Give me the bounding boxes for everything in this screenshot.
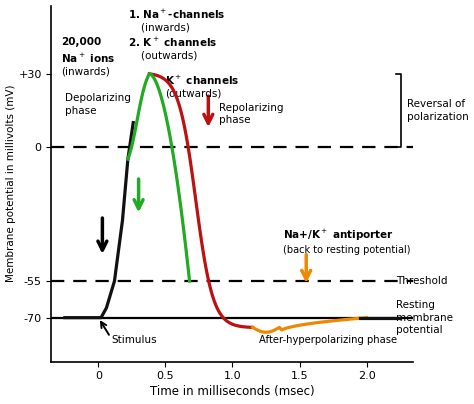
Text: (outwards): (outwards): [165, 88, 222, 99]
Text: 1. Na$^+$-channels: 1. Na$^+$-channels: [128, 8, 226, 21]
Y-axis label: Membrane potential in millivolts (mV): Membrane potential in millivolts (mV): [6, 85, 16, 282]
Text: K$^+$ channels: K$^+$ channels: [165, 74, 240, 87]
Text: Na$^+$ ions: Na$^+$ ions: [61, 52, 115, 65]
Text: (outwards): (outwards): [128, 50, 197, 61]
Text: Resting
membrane
potential: Resting membrane potential: [396, 300, 453, 335]
Text: Threshold: Threshold: [396, 276, 447, 286]
Text: Stimulus: Stimulus: [112, 335, 157, 345]
Text: (back to resting potential): (back to resting potential): [283, 244, 411, 255]
Text: Depolarizing
phase: Depolarizing phase: [65, 93, 131, 116]
X-axis label: Time in milliseconds (msec): Time in milliseconds (msec): [150, 385, 315, 398]
Text: (inwards): (inwards): [61, 67, 109, 76]
Text: Reversal of
polarization: Reversal of polarization: [407, 99, 468, 122]
Text: 20,000: 20,000: [61, 37, 101, 47]
Text: After-hyperpolarizing phase: After-hyperpolarizing phase: [259, 335, 397, 345]
Text: (inwards): (inwards): [128, 23, 190, 33]
Text: Na+/K$^+$ antiporter: Na+/K$^+$ antiporter: [283, 227, 394, 242]
Text: 2. K$^+$ channels: 2. K$^+$ channels: [128, 36, 217, 49]
Text: Repolarizing
phase: Repolarizing phase: [219, 103, 283, 126]
